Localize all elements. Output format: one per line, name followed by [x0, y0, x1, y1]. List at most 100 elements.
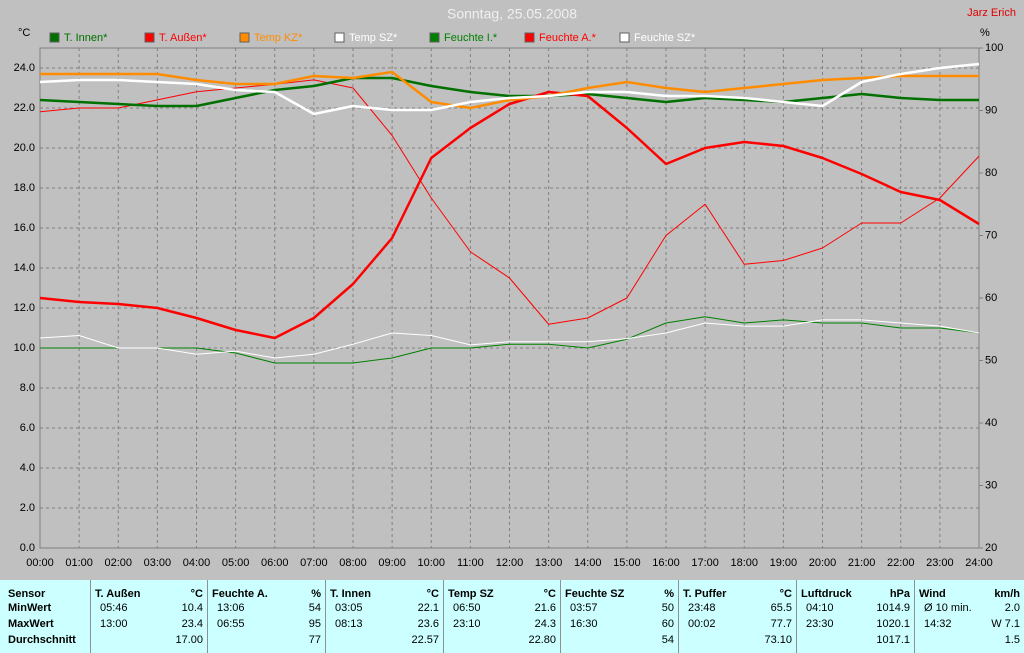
- legend-label: Temp KZ*: [254, 32, 303, 44]
- series-line: [39, 76, 979, 108]
- header-cell: Sensor: [8, 588, 46, 600]
- legend-swatch: [429, 32, 440, 43]
- legend-label: T. Innen*: [64, 32, 108, 44]
- header-unit: °C: [779, 588, 792, 600]
- series-line: [39, 90, 980, 340]
- legend-swatch: [144, 32, 155, 43]
- time-cell: 16:30: [570, 618, 598, 630]
- time-cell: 13:00: [100, 618, 128, 630]
- chart: Sonntag, 25.05.2008 Jarz Erich °C % 0.0 2…: [14, 6, 1016, 569]
- time-cell: 13:06: [217, 602, 245, 614]
- header-unit: °C: [190, 588, 203, 600]
- x-tick-label: 14:00: [574, 557, 602, 569]
- series-line: [39, 319, 980, 359]
- column-separator: [796, 580, 797, 653]
- x-tick-label: 20:00: [809, 557, 837, 569]
- y-tick-label: 20.0: [14, 142, 35, 154]
- header-cell: Temp SZ: [448, 588, 494, 600]
- y2-tick-label: 30: [985, 479, 997, 491]
- legend-swatch: [239, 32, 250, 43]
- row-label: MinWert: [8, 602, 52, 614]
- x-tick-label: 15:00: [613, 557, 641, 569]
- y-tick-label: 16.0: [14, 222, 35, 234]
- y-tick-label: 10.0: [14, 342, 35, 354]
- x-tick-label: 24:00: [965, 557, 993, 569]
- series-line: [40, 316, 980, 364]
- value-cell: 10.4: [181, 602, 203, 614]
- value-cell: 95: [308, 618, 321, 630]
- column-separator: [678, 580, 679, 653]
- y-axis-label: °C: [18, 27, 30, 39]
- y2-tick-label: 40: [985, 417, 997, 429]
- x-tick-label: 12:00: [496, 557, 524, 569]
- value-cell: 1014.9: [876, 602, 910, 614]
- x-tick-label: 01:00: [65, 557, 93, 569]
- value-cell: 17.00: [175, 634, 203, 646]
- header-cell: T. Puffer: [683, 588, 727, 600]
- header-cell: Feuchte A.: [212, 588, 268, 600]
- header-cell: Wind: [919, 588, 946, 600]
- y-tick-label: 8.0: [20, 382, 35, 394]
- time-cell: 23:30: [806, 618, 834, 630]
- y2-tick-label: 70: [985, 229, 997, 241]
- y2-axis-label: %: [980, 27, 990, 39]
- value-cell: 60: [661, 618, 674, 630]
- x-tick-label: 11:00: [457, 557, 484, 569]
- time-cell: 14:32: [924, 618, 952, 630]
- time-cell: 04:10: [806, 602, 834, 614]
- legend-swatch: [524, 32, 535, 43]
- time-cell: 08:13: [335, 618, 363, 630]
- value-cell: 54: [308, 602, 321, 614]
- column-separator: [325, 580, 326, 653]
- x-tick-label: 09:00: [378, 557, 406, 569]
- x-tick-label: 13:00: [535, 557, 563, 569]
- value-cell: 77: [308, 634, 321, 646]
- value-cell: 24.3: [534, 618, 556, 630]
- y2-tick-label: 90: [985, 104, 997, 116]
- legend-swatch: [619, 32, 630, 43]
- x-tick-label: 04:00: [183, 557, 211, 569]
- column-separator: [207, 580, 208, 653]
- y-tick-label: 4.0: [20, 462, 35, 474]
- x-tick-label: 19:00: [770, 557, 798, 569]
- value-cell: 22.1: [417, 602, 439, 614]
- column-separator: [443, 580, 444, 653]
- author: Jarz Erich: [967, 7, 1016, 19]
- y-tick-label: 2.0: [20, 502, 35, 514]
- x-tick-label: 22:00: [887, 557, 915, 569]
- value-cell: 22.80: [528, 634, 556, 646]
- y-tick-label: 18.0: [14, 182, 35, 194]
- x-tick-label: 16:00: [652, 557, 680, 569]
- value-cell: 23.4: [181, 618, 203, 630]
- y2-tick-label: 50: [985, 354, 997, 366]
- value-cell: 77.7: [770, 618, 792, 630]
- header-cell: T. Innen: [330, 588, 371, 600]
- value-cell: 1017.1: [876, 634, 910, 646]
- time-cell: 05:46: [100, 602, 128, 614]
- value-cell: 23.6: [417, 618, 439, 630]
- time-cell: 03:05: [335, 602, 363, 614]
- chart-title: Sonntag, 25.05.2008: [447, 6, 577, 22]
- legend-swatch: [49, 32, 60, 43]
- value-cell: 1020.1: [876, 618, 910, 630]
- x-tick-label: 21:00: [848, 557, 876, 569]
- x-tick-label: 10:00: [417, 557, 445, 569]
- series-line: [39, 62, 980, 116]
- x-tick-label: 07:00: [300, 557, 328, 569]
- x-tick-label: 05:00: [222, 557, 250, 569]
- header-cell: T. Außen: [95, 588, 141, 600]
- header-unit: °C: [426, 588, 439, 600]
- legend-label: T. Außen*: [159, 32, 207, 44]
- legend-swatch: [334, 32, 345, 43]
- time-cell: 23:48: [688, 602, 716, 614]
- row-label: MaxWert: [8, 618, 54, 630]
- row-label: Durchschnitt: [8, 634, 76, 646]
- time-cell: 06:50: [453, 602, 481, 614]
- legend-label: Temp SZ*: [349, 32, 398, 44]
- y-tick-label: 24.0: [14, 62, 35, 74]
- header-unit: hPa: [889, 588, 910, 600]
- value-cell: W 7.1: [991, 618, 1020, 630]
- value-cell: 65.5: [770, 602, 792, 614]
- header-cell: Feuchte SZ: [565, 588, 625, 600]
- time-cell: Ø 10 min.: [924, 602, 972, 614]
